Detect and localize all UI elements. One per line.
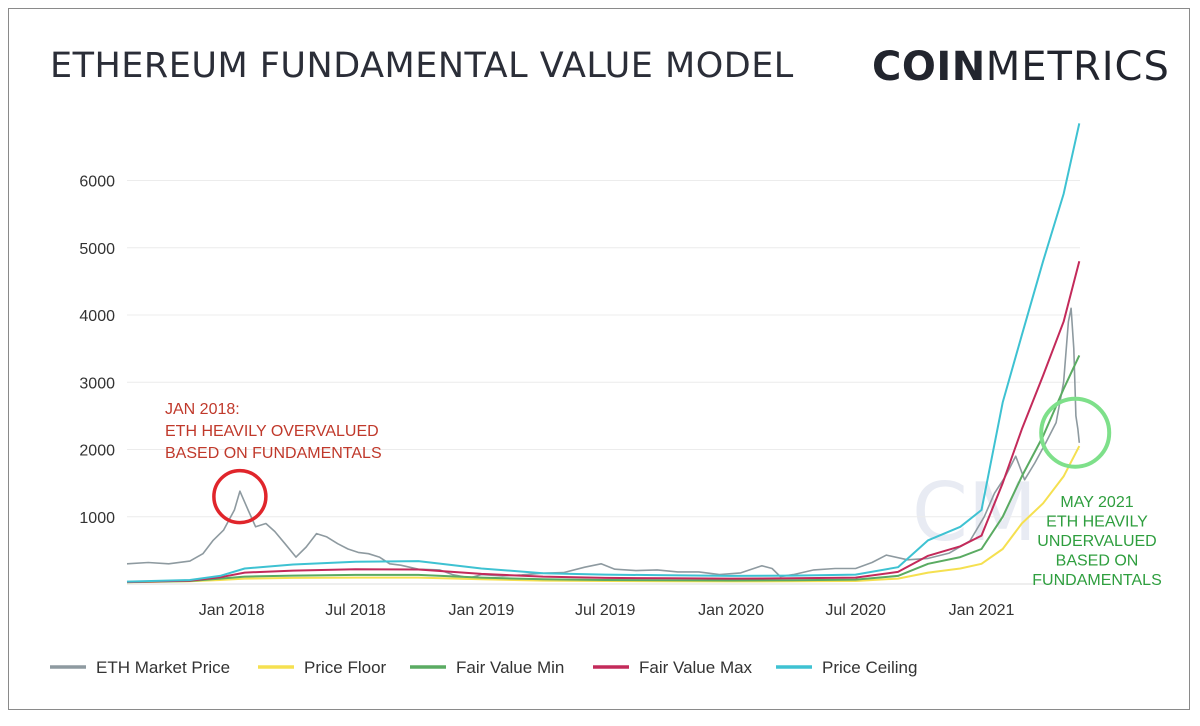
annotation-overvalued-line: JAN 2018:: [165, 401, 240, 418]
coinmetrics-logo: COINMETRICS: [872, 44, 1170, 90]
annotation-overvalued-line: ETH HEAVILY OVERVALUED: [165, 423, 379, 440]
legend-label-fair-value-min: Fair Value Min: [456, 658, 564, 677]
x-tick-label: Jan 2021: [949, 602, 1015, 619]
x-tick-label: Jan 2018: [199, 602, 265, 619]
annotation-undervalued-line: FUNDAMENTALS: [1032, 572, 1162, 589]
y-tick-label: 4000: [79, 308, 115, 325]
x-tick-label: Jul 2019: [575, 602, 636, 619]
chart-frame: [8, 8, 1190, 710]
logo-light-part: METRICS: [985, 44, 1170, 90]
legend-label-eth-market-price: ETH Market Price: [96, 658, 230, 677]
y-axis-ticks: 1000 2000 3000 4000 5000 6000: [79, 174, 115, 527]
annotations: JAN 2018: ETH HEAVILY OVERVALUED BASED ON …: [165, 396, 1162, 589]
legend-label-fair-value-max: Fair Value Max: [639, 658, 753, 677]
chart-title: ETHEREUM FUNDAMENTAL VALUE MODEL: [50, 46, 794, 86]
annotation-circle-undervalued: [1039, 396, 1112, 469]
y-tick-label: 5000: [79, 241, 115, 258]
x-tick-label: Jul 2018: [325, 602, 386, 619]
annotation-circle-overvalued: [212, 468, 268, 525]
annotation-undervalued-line: ETH HEAVILY: [1046, 514, 1148, 531]
y-tick-label: 6000: [79, 174, 115, 191]
annotation-overvalued-line: BASED ON FUNDAMENTALS: [165, 445, 382, 462]
y-tick-label: 3000: [79, 375, 115, 392]
annotation-undervalued-line: UNDERVALUED: [1037, 533, 1156, 550]
legend: ETH Market Price Price Floor Fair Value Mi…: [50, 658, 917, 677]
series-line-fair-value-min: [126, 354, 1081, 584]
y-tick-label: 1000: [79, 510, 115, 527]
legend-label-price-ceiling: Price Ceiling: [822, 658, 917, 677]
series-line-price-ceiling: [126, 123, 1081, 583]
x-tick-label: Jan 2019: [448, 602, 514, 619]
annotation-undervalued-line: BASED ON: [1056, 553, 1139, 570]
grid-lines: [127, 180, 1080, 585]
x-axis-ticks: Jan 2018 Jul 2018 Jan 2019 Jul 2019 Jan 2020…: [199, 602, 1015, 619]
legend-label-price-floor: Price Floor: [304, 658, 387, 677]
x-tick-label: Jan 2020: [698, 602, 764, 619]
chart-watermark: CM: [912, 466, 1037, 559]
series-lines: [126, 123, 1081, 584]
series-line-eth-market-price: [126, 307, 1081, 579]
y-tick-label: 2000: [79, 443, 115, 460]
series-line-fair-value-max: [126, 260, 1081, 583]
annotation-undervalued-line: MAY 2021: [1060, 494, 1133, 511]
x-tick-label: Jul 2020: [825, 602, 886, 619]
logo-bold-part: COIN: [872, 44, 986, 90]
